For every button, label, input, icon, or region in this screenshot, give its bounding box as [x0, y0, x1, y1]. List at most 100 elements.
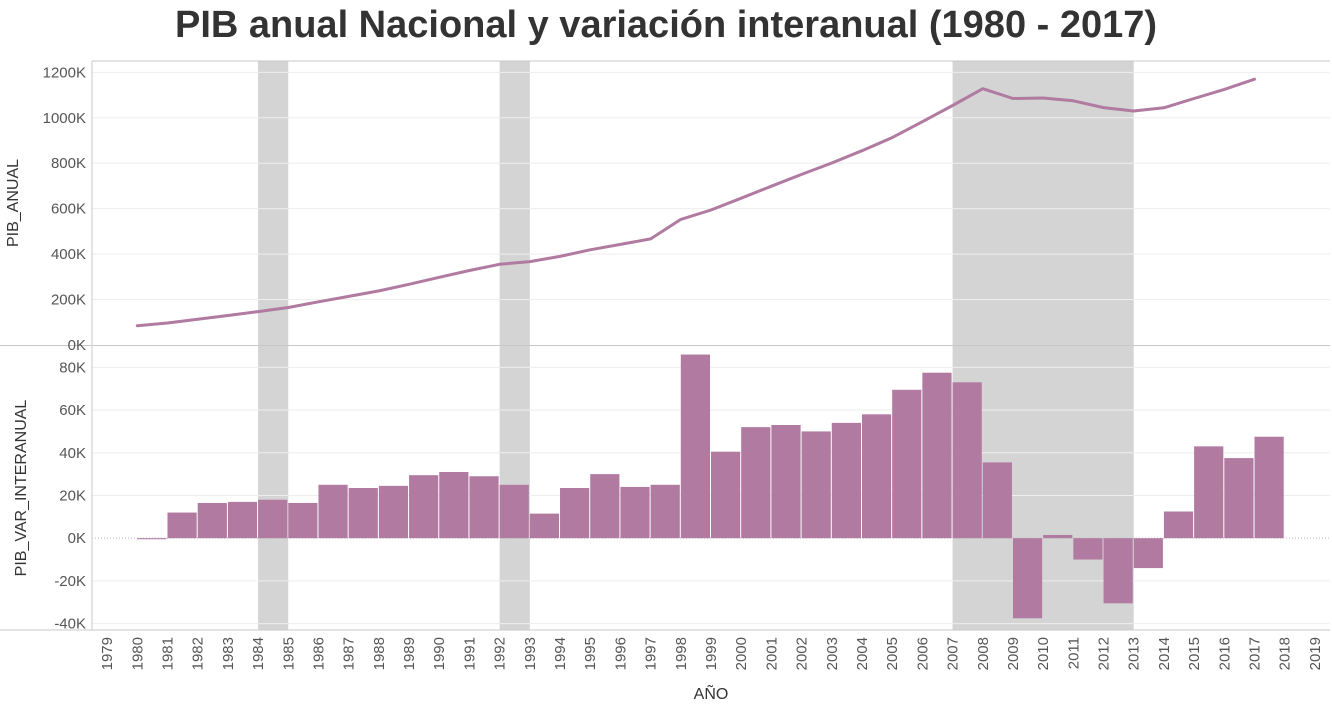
- pib-anual-line: [135, 77, 1256, 328]
- x-tick-label: 1995: [582, 637, 599, 670]
- bar-2009: [1012, 538, 1043, 619]
- pib-var-axis-title: PIB_VAR_INTERANUAL: [13, 400, 30, 577]
- bar-2010: [1043, 534, 1073, 539]
- pib-anual-axis-title: PIB_ANUAL: [5, 159, 22, 247]
- bar-2003: [831, 422, 861, 539]
- x-tick-label: 2012: [1096, 637, 1113, 670]
- bar-2007: [952, 382, 982, 539]
- x-tick-label: 2002: [794, 637, 811, 670]
- x-tick-label: 2016: [1216, 637, 1233, 670]
- chart-title: PIB anual Nacional y variación interanua…: [174, 4, 1158, 46]
- pib-anual-tick-label: 1200K: [43, 64, 86, 81]
- bar-1997: [650, 484, 680, 539]
- pib-var-tick-label: 0K: [68, 530, 86, 547]
- pib-anual-tick-label: 400K: [51, 246, 86, 263]
- x-tick-label: 1984: [250, 637, 267, 670]
- x-tick-label: 2014: [1156, 637, 1173, 670]
- bar-1981: [167, 512, 197, 539]
- x-tick-label: 2019: [1307, 637, 1324, 670]
- bar-2000: [741, 427, 771, 539]
- x-tick-label: 2000: [733, 637, 750, 670]
- pib-var-tick-label: 40K: [59, 445, 86, 462]
- bar-1982: [197, 502, 227, 539]
- x-tick-label: 1982: [190, 637, 207, 670]
- bar-2015: [1194, 446, 1224, 539]
- bar-2011: [1073, 538, 1103, 560]
- x-tick-label: 1996: [612, 637, 629, 670]
- bar-2008: [982, 462, 1012, 539]
- axis-labels: 0K 200K 400K 600K 800K 1000K 1200K -40K -20K 0K 20…: [5, 64, 1324, 703]
- bar-1993: [529, 513, 560, 539]
- bar-1987: [348, 488, 378, 539]
- x-tick-label: 1979: [99, 637, 116, 670]
- bar-2016: [1224, 458, 1254, 539]
- x-tick-label: 2009: [1005, 637, 1022, 670]
- bar-1985: [288, 502, 318, 539]
- x-tick-label: 2005: [884, 637, 901, 670]
- bar-1990: [439, 471, 469, 539]
- x-tick-label: 1988: [371, 637, 388, 670]
- x-tick-label: 1998: [673, 637, 690, 670]
- pib-var-tick-label: 20K: [59, 487, 86, 504]
- bar-1988: [378, 485, 409, 539]
- pib-anual-tick-label: 200K: [51, 292, 86, 309]
- x-tick-label: 2004: [854, 637, 871, 670]
- bar-1984: [258, 499, 288, 539]
- pib-var-tick-label: 80K: [59, 359, 86, 376]
- x-tick-label: 2015: [1186, 637, 1203, 670]
- x-tick-label: 1992: [492, 637, 509, 670]
- x-tick-label: 1986: [310, 637, 327, 670]
- bar-2013: [1133, 538, 1163, 569]
- x-tick-label: 1985: [280, 637, 297, 670]
- bar-2012: [1103, 538, 1133, 604]
- pib-var-tick-label: -20K: [54, 573, 86, 590]
- bar-1995: [590, 474, 620, 539]
- pib-var-tick-label: 60K: [59, 402, 86, 419]
- x-tick-label: 1990: [431, 637, 448, 670]
- bar-2004: [861, 414, 892, 539]
- bar-1994: [560, 488, 590, 539]
- x-tick-label: 2007: [945, 637, 962, 670]
- x-tick-label: 2003: [824, 637, 841, 670]
- bar-2002: [801, 431, 831, 539]
- x-tick-label: 1980: [129, 637, 146, 670]
- x-tick-label: 2011: [1065, 637, 1082, 669]
- bar-2001: [771, 425, 801, 539]
- pib-anual-tick-label: 1000K: [43, 110, 86, 127]
- bar-2017: [1254, 436, 1284, 539]
- bar-1983: [227, 501, 258, 539]
- x-tick-label: 2006: [914, 637, 931, 670]
- x-tick-label: 2010: [1035, 637, 1052, 670]
- x-tick-label: 1987: [341, 637, 358, 670]
- bar-1980: [137, 538, 167, 540]
- bar-1989: [409, 475, 439, 539]
- pib-var-bars: [137, 354, 1284, 619]
- pib-var-tick-label: -40K: [54, 616, 86, 633]
- bar-1999: [711, 451, 741, 539]
- x-tick-label: 2017: [1247, 637, 1264, 670]
- x-tick-label: 1994: [552, 637, 569, 670]
- bar-2005: [892, 389, 922, 539]
- x-tick-label: 1997: [643, 637, 660, 670]
- x-tick-label: 1989: [401, 637, 418, 670]
- bar-1992: [499, 484, 529, 539]
- pib-anual-line-group: [135, 77, 1256, 328]
- x-tick-label: 2018: [1277, 637, 1294, 670]
- pib-anual-tick-label: 600K: [51, 201, 86, 218]
- x-tick-label: 1999: [703, 637, 720, 670]
- x-tick-label: 1983: [220, 637, 237, 670]
- bar-1991: [469, 476, 499, 539]
- x-tick-label: 1981: [159, 637, 176, 670]
- axes: [0, 60, 1330, 631]
- bar-1998: [680, 354, 710, 539]
- bar-1996: [620, 486, 650, 539]
- x-axis-title: AÑO: [694, 683, 729, 703]
- bar-2006: [922, 372, 952, 539]
- pib-anual-tick-label: 0K: [68, 337, 86, 354]
- bar-2014: [1163, 511, 1194, 539]
- x-tick-label: 1993: [522, 637, 539, 670]
- bar-1986: [318, 484, 348, 539]
- x-tick-label: 2001: [763, 637, 780, 670]
- x-tick-label: 2013: [1126, 637, 1143, 670]
